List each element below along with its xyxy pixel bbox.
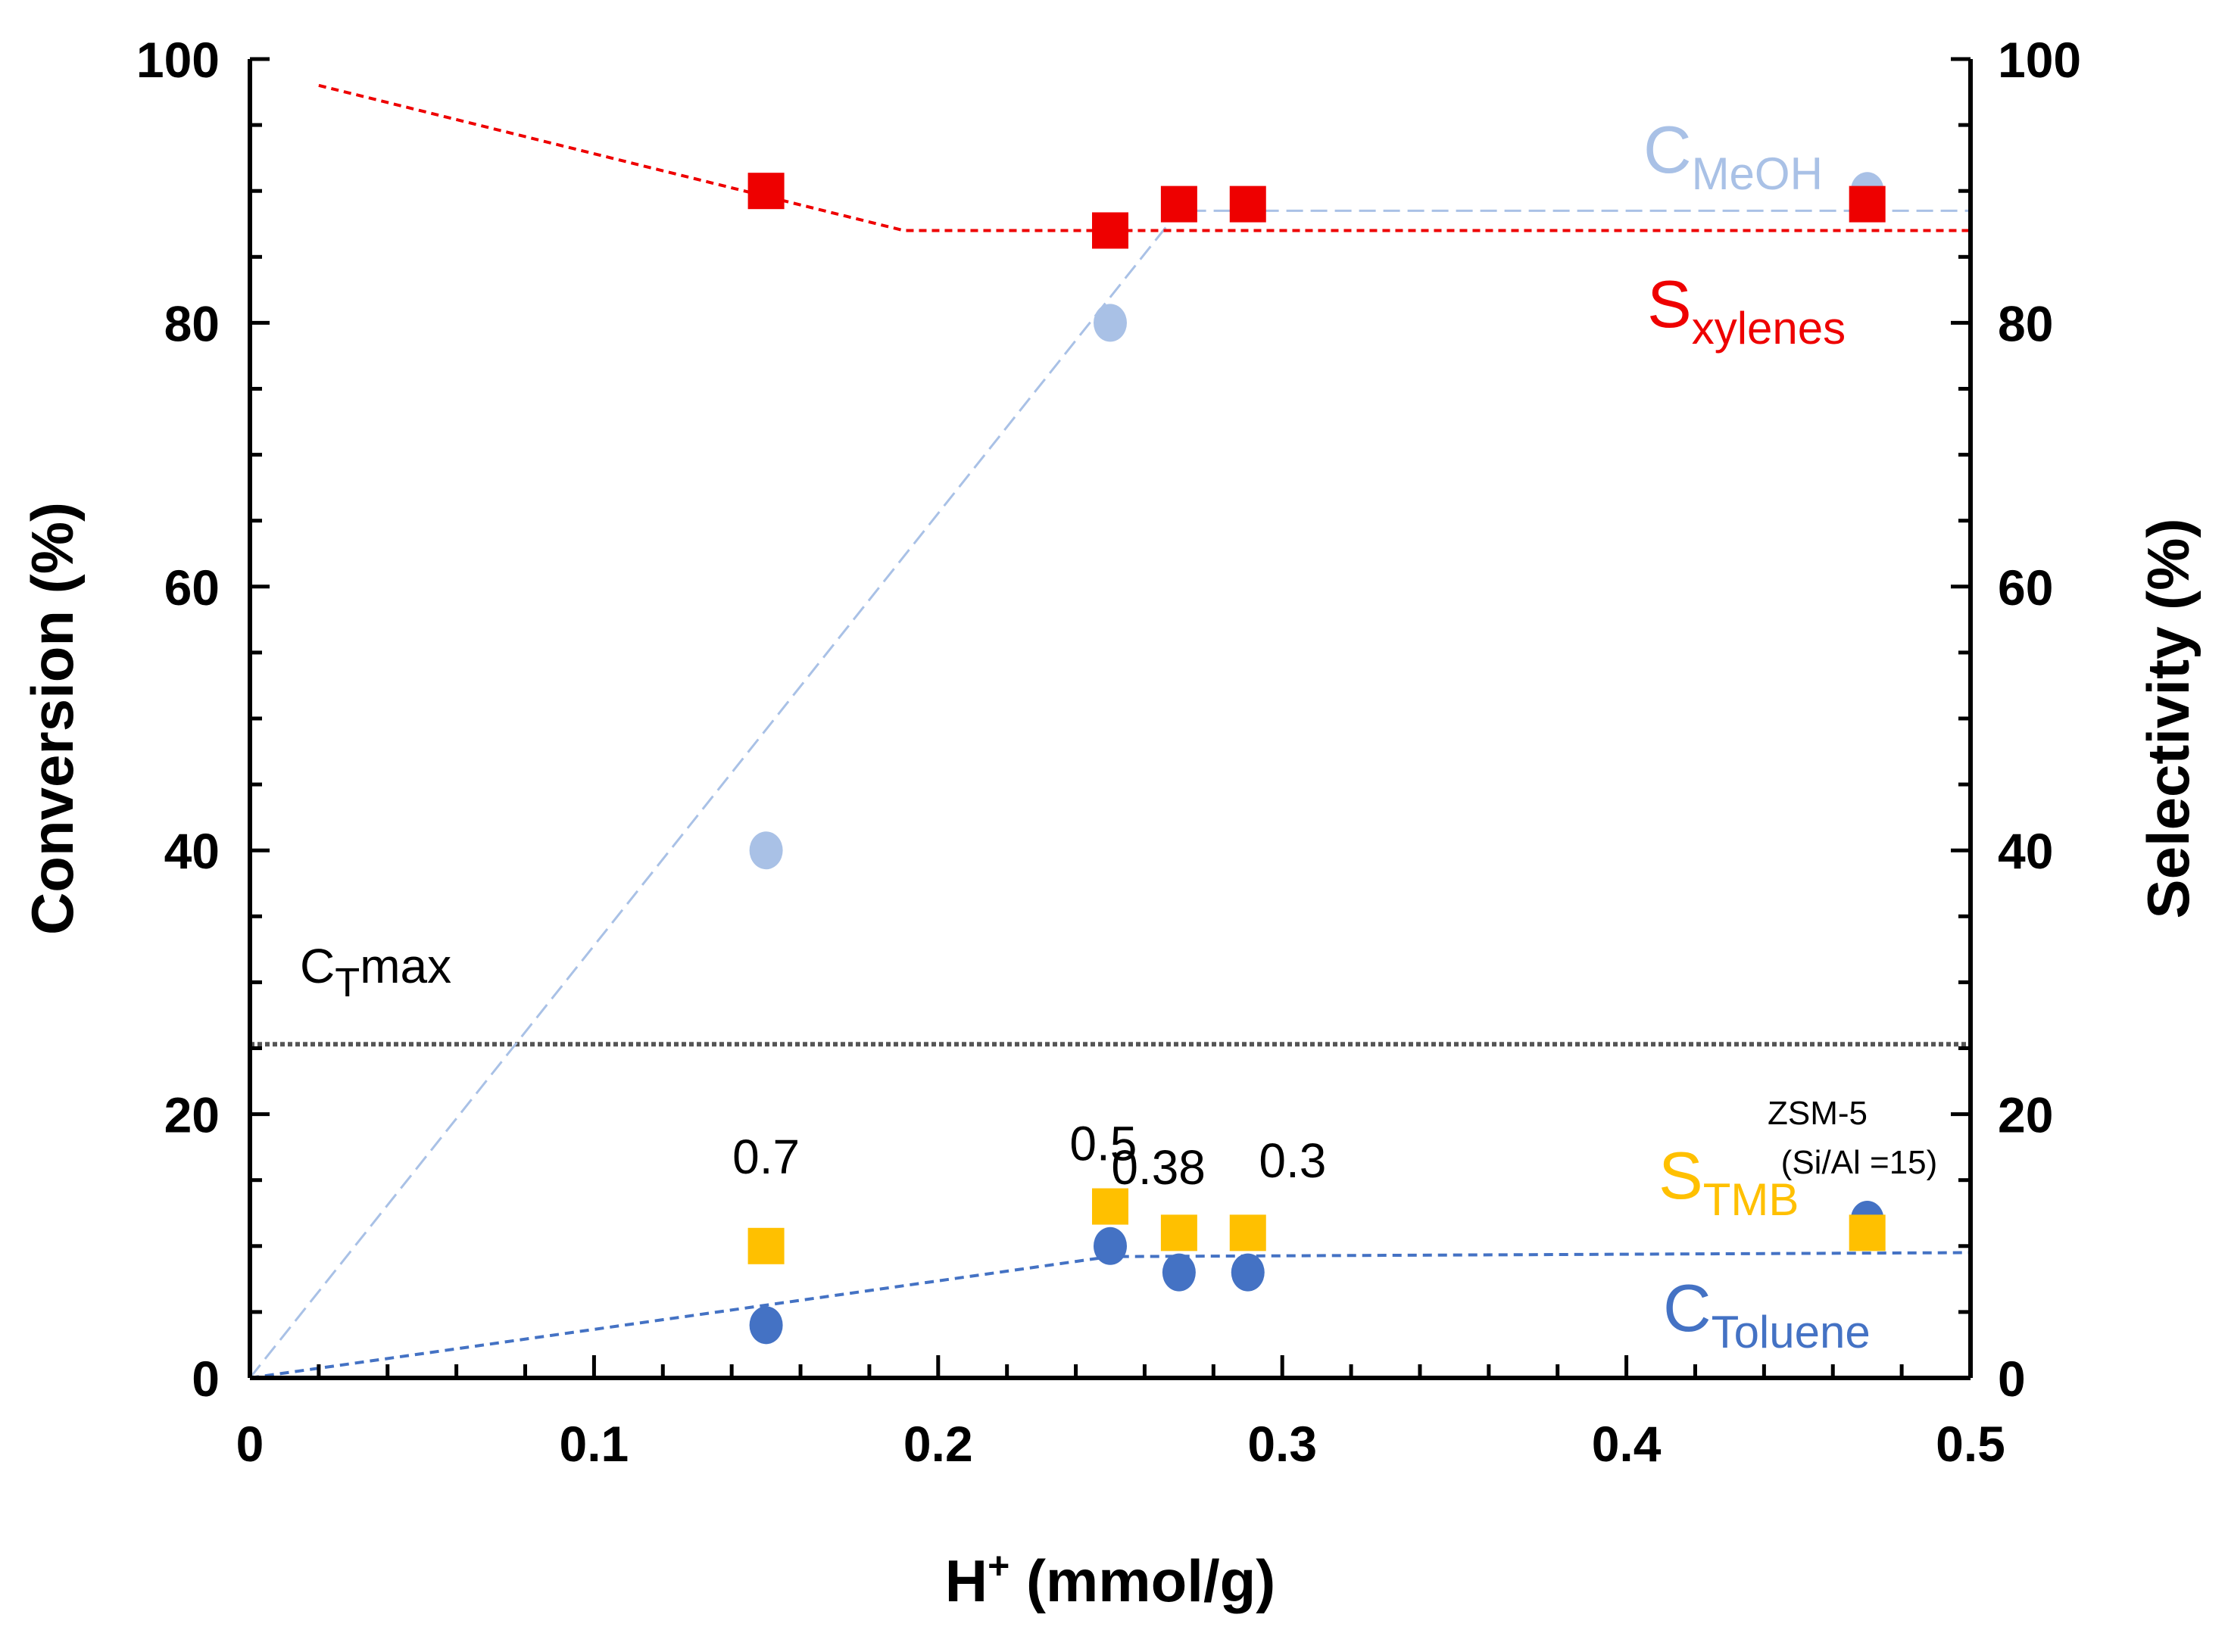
y-tick-label-right: 40 [1998, 823, 2053, 879]
y-tick-label-right: 100 [1998, 32, 2081, 88]
y-tick-label-right: 60 [1998, 559, 2053, 616]
x-tick-label: 0.4 [1592, 1416, 1662, 1472]
marker-s-tmb [1160, 1214, 1197, 1251]
axes [248, 57, 1973, 1380]
marker-s-xylenes [1092, 212, 1128, 249]
y-tick-label-left: 40 [164, 823, 220, 879]
y-axis-title-right: Selectivity (%) [2135, 519, 2201, 919]
si-al-ratio-annotation: 0.5 [1069, 1117, 1137, 1171]
marker-s-tmb [747, 1227, 785, 1264]
zsm5-label: ZSM-5 [1768, 1095, 1868, 1132]
trend-line-s-xylenes [318, 83, 1971, 232]
data-markers [747, 172, 1886, 1345]
marker-s-xylenes [1160, 185, 1197, 223]
marker-s-tmb [1229, 1214, 1266, 1251]
y-tick-label-right: 80 [1998, 295, 2053, 351]
si-al-ratio-annotation: 0.7 [732, 1130, 800, 1184]
x-axis-title: H+ (mmol/g) [945, 1544, 1276, 1614]
y-tick-label-left: 80 [164, 295, 220, 351]
marker-c-toluene [1094, 1227, 1127, 1265]
x-tick-label: 0.5 [1936, 1416, 2005, 1472]
marker-s-xylenes [747, 173, 785, 210]
marker-c-meoh [1094, 304, 1127, 342]
marker-s-tmb [1092, 1188, 1128, 1225]
si-al-ratio-annotation: 0.38 [1111, 1140, 1206, 1195]
y-tick-label-left: 20 [164, 1087, 220, 1143]
marker-s-xylenes [1229, 185, 1266, 223]
y-tick-label-left: 100 [136, 32, 220, 88]
x-tick-label: 0 [236, 1416, 264, 1472]
marker-c-toluene [1162, 1253, 1196, 1292]
y-axis-title-left: Conversion (%) [19, 502, 86, 935]
series-label-s-xylenes: Sxylenes [1647, 267, 1846, 354]
ctmax-label: CTmax [300, 939, 451, 1005]
x-tick-label: 0.2 [903, 1416, 973, 1472]
series-label-c-toluene: CToluene [1663, 1270, 1871, 1357]
series-label-s-tmb: STMB [1659, 1138, 1799, 1225]
marker-c-toluene [1231, 1253, 1265, 1292]
marker-c-toluene [749, 1306, 783, 1345]
x-tick-label: 0.3 [1247, 1416, 1317, 1472]
y-tick-label-right: 20 [1998, 1087, 2053, 1143]
marker-s-tmb [1849, 1214, 1886, 1251]
si-al-ratio-annotation: 0.3 [1259, 1133, 1326, 1188]
x-tick-label: 0.1 [560, 1416, 629, 1472]
series-label-c-meoh: CMeOH [1643, 112, 1823, 199]
marker-s-xylenes [1849, 185, 1886, 223]
marker-c-meoh [749, 831, 783, 870]
y-tick-label-right: 0 [1998, 1351, 2026, 1407]
y-tick-label-left: 0 [192, 1351, 220, 1407]
y-tick-label-left: 60 [164, 559, 220, 616]
zsm5-si-al-label: (Si/Al =15) [1781, 1144, 1938, 1181]
